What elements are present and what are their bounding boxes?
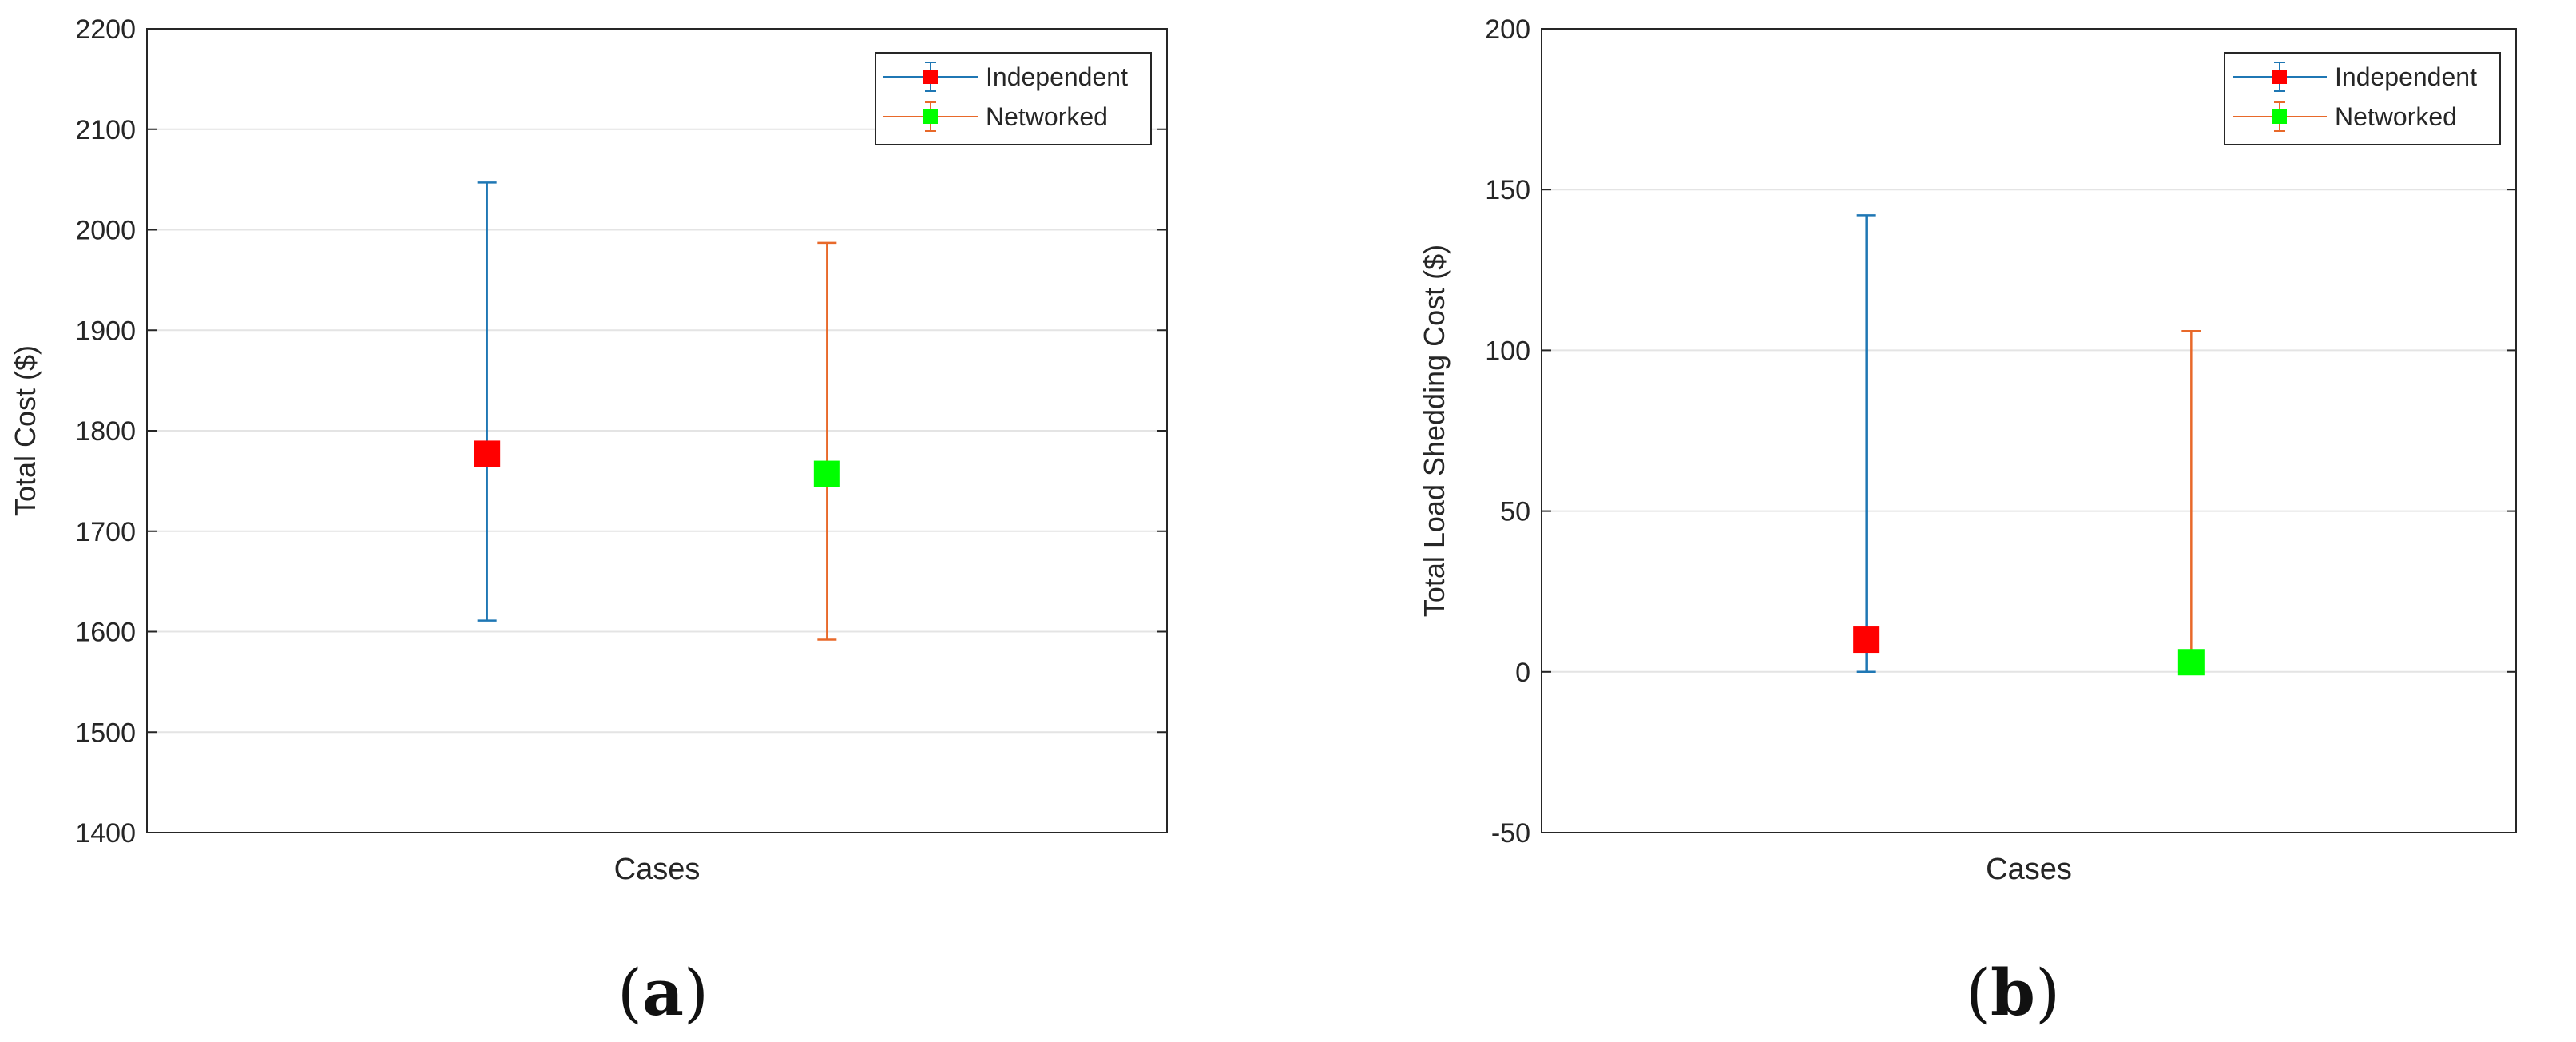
y-tick-label: 0 <box>1515 658 1530 688</box>
legend-box <box>875 52 1152 145</box>
y-tick-label: 1700 <box>75 517 136 547</box>
panel-caption-b: (b) <box>1966 955 2060 1030</box>
legend-label: Independent <box>2335 62 2477 91</box>
y-tick-label: -50 <box>1491 818 1530 849</box>
y-tick-label: 1500 <box>75 718 136 748</box>
y-tick-label: 50 <box>1500 497 1530 527</box>
legend-label: Independent <box>986 62 1128 91</box>
y-tick-label: 1400 <box>75 818 136 849</box>
legend-marker <box>2272 109 2287 124</box>
y-tick-label: 1600 <box>75 618 136 648</box>
chart-panel-0: 1400 1500 1600 1700 1800 1900 2000 2100 2200 Case… <box>9 14 1168 886</box>
y-tick-label: 2000 <box>75 216 136 246</box>
legend-marker <box>923 70 938 84</box>
axes-box <box>1541 28 2517 833</box>
y-tick-label: 150 <box>1485 175 1530 205</box>
panel-caption-b-text: (b) <box>1965 955 2061 1030</box>
y-tick-label: 200 <box>1485 14 1530 45</box>
legend-box <box>2224 52 2501 145</box>
y-tick-label: 1800 <box>75 416 136 447</box>
legend-label: Networked <box>986 102 1108 131</box>
legend-label: Networked <box>2335 102 2457 131</box>
data-point-1 <box>813 460 840 487</box>
panel-caption-a: (a) <box>617 955 708 1030</box>
y-tick-label: 100 <box>1485 336 1530 366</box>
legend-marker <box>2272 70 2287 84</box>
y-axis-label: Total Load Shedding Cost ($) <box>1418 245 1451 617</box>
legend-marker <box>923 109 938 124</box>
data-point-1 <box>2177 649 2205 676</box>
y-axis-label: Total Cost ($) <box>9 345 42 516</box>
x-axis-label: Cases <box>1986 853 2072 886</box>
legend: Independent Networked <box>875 52 1152 145</box>
data-point-0 <box>1853 626 1880 654</box>
panel-caption-a-text: (a) <box>617 955 709 1030</box>
y-tick-label: 2200 <box>75 14 136 45</box>
y-tick-label: 1900 <box>75 316 136 346</box>
x-axis-label: Cases <box>614 853 701 886</box>
chart-panel-1: -50 0 50 100 150 200 Cases Total Load Shedding … <box>1418 14 2517 886</box>
y-tick-label: 2100 <box>75 115 136 145</box>
legend: Independent Networked <box>2224 52 2501 145</box>
data-point-0 <box>474 440 501 467</box>
